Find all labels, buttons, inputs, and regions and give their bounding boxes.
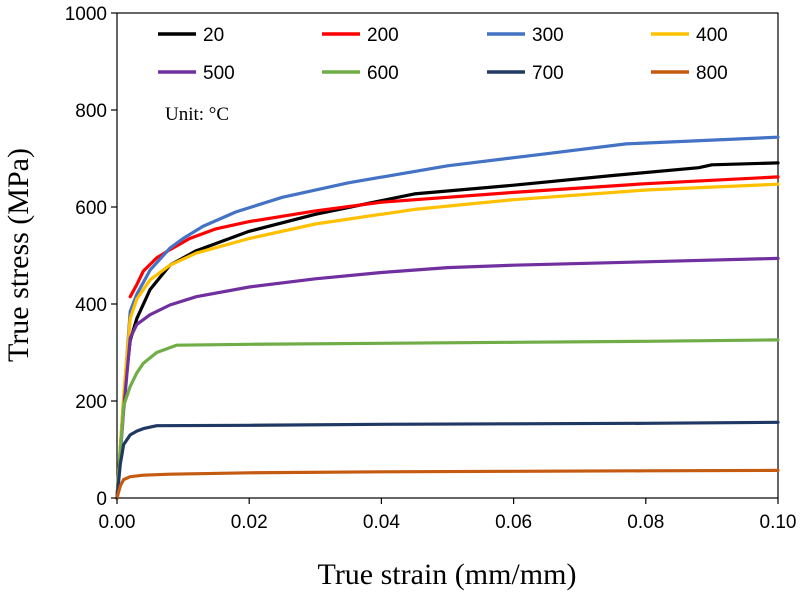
series-line-800 [115, 468, 780, 500]
legend-label-300: 300 [532, 25, 564, 46]
y-tick-label: 0 [96, 489, 107, 510]
y-tick-label: 800 [75, 101, 107, 122]
y-tick-label: 200 [75, 392, 107, 413]
unit-annotation: Unit: °C [165, 104, 229, 125]
series-line-700 [115, 420, 780, 500]
series-line-400 [115, 182, 780, 500]
axes: 0 200 400 600 800 1000 0.00 0.02 0.04 0.06 0.08 0.1… [65, 4, 797, 533]
plot-area [116, 12, 779, 499]
legend-label-20: 20 [203, 25, 224, 46]
x-tick-label: 0.00 [99, 512, 136, 533]
series-line-300 [115, 135, 780, 500]
legend-label-200: 200 [367, 25, 399, 46]
x-tick-label: 0.10 [760, 512, 797, 533]
x-tick-label: 0.02 [231, 512, 268, 533]
x-tick-label: 0.08 [627, 512, 664, 533]
y-tick-label: 600 [75, 198, 107, 219]
legend-label-600: 600 [367, 63, 399, 84]
x-tick-label: 0.06 [495, 512, 532, 533]
legend-label-500: 500 [203, 63, 235, 84]
series-line-600 [115, 338, 780, 500]
y-axis-title: True stress (MPa) [2, 148, 35, 362]
legend-label-400: 400 [696, 25, 728, 46]
y-tick-label: 1000 [65, 4, 107, 25]
series-line-200 [128, 175, 780, 299]
plot-border [116, 12, 779, 499]
series-line-20 [115, 161, 780, 500]
legend-label-700: 700 [532, 63, 564, 84]
series-lines [115, 135, 780, 500]
legend: 20 200 300 400 500 600 700 800 [158, 25, 728, 84]
y-tick-label: 400 [75, 295, 107, 316]
x-axis-title: True strain (mm/mm) [318, 558, 577, 591]
x-tick-label: 0.04 [363, 512, 400, 533]
legend-label-800: 800 [696, 63, 728, 84]
series-line-500 [115, 256, 780, 500]
